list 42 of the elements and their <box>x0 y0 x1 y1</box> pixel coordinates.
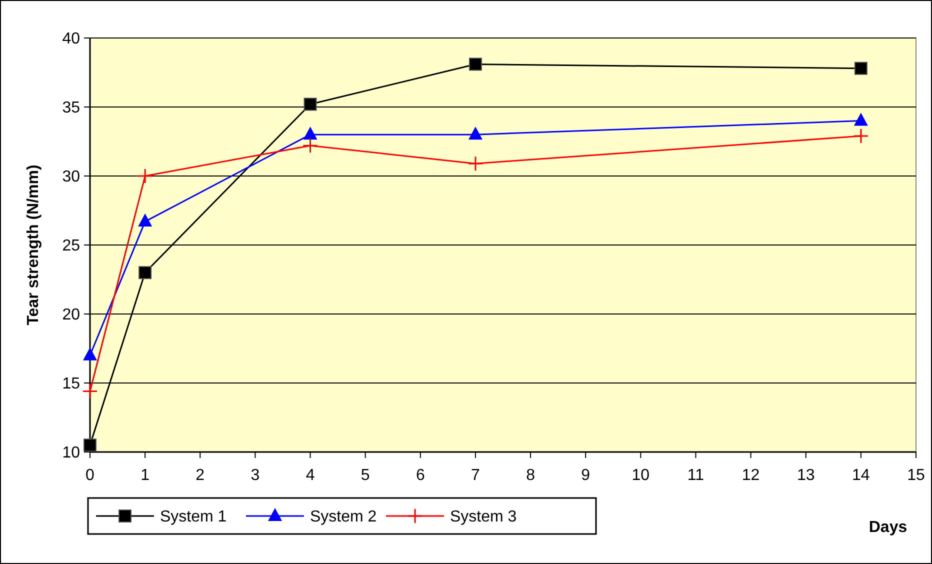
x-tick-label: 10 <box>632 467 650 484</box>
x-tick-label: 7 <box>471 467 480 484</box>
x-tick-label: 9 <box>581 467 590 484</box>
x-tick-label: 3 <box>250 467 260 484</box>
x-axis-title: Days <box>868 519 908 536</box>
y-tick-label: 40 <box>62 30 80 48</box>
y-tick-label: 10 <box>62 444 80 462</box>
x-tick-label: 0 <box>86 467 95 484</box>
point <box>854 62 868 75</box>
legend-label: System 2 <box>310 508 377 526</box>
point <box>138 266 152 280</box>
point <box>468 156 484 172</box>
point <box>137 168 153 184</box>
point <box>84 438 96 452</box>
point <box>303 126 318 140</box>
point <box>853 128 869 144</box>
x-tick-label: 15 <box>907 467 925 484</box>
legend-label: System 1 <box>160 508 227 526</box>
y-tick-label: 20 <box>62 306 80 324</box>
legend-label: System 3 <box>450 508 517 526</box>
x-tick-label: 8 <box>526 467 536 484</box>
x-tick-label: 12 <box>742 467 760 484</box>
point <box>468 126 482 140</box>
y-tick-label: 15 <box>62 376 80 393</box>
point <box>82 384 98 400</box>
x-tick-label: 1 <box>140 467 150 484</box>
point <box>854 112 868 126</box>
y-tick-label: 25 <box>62 238 80 255</box>
point <box>468 58 482 71</box>
point <box>304 98 317 111</box>
x-tick-label: 6 <box>416 467 425 484</box>
x-tick-label: 11 <box>687 467 704 484</box>
x-tick-label: 5 <box>360 467 370 484</box>
x-tick-label: 13 <box>796 467 815 484</box>
point <box>302 138 318 154</box>
x-tick-label: 4 <box>306 467 315 484</box>
point <box>138 214 152 227</box>
y-tick-label: 35 <box>62 100 80 117</box>
x-tick-label: 2 <box>196 467 205 484</box>
y-tick-label: 30 <box>62 168 80 186</box>
y-axis-title: Tear strength (N/mm) <box>25 164 42 326</box>
x-tick-label: 14 <box>852 467 870 484</box>
